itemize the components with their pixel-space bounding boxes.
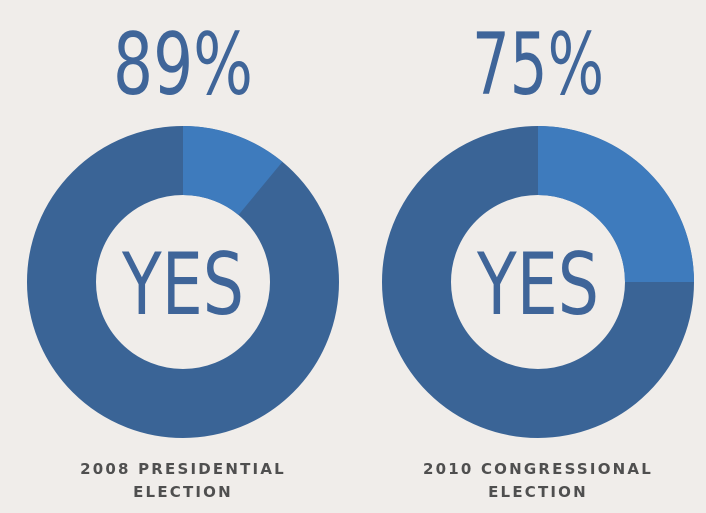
headline-percentage: 89% (23, 6, 343, 102)
donut-chart-2008: 89% YES 2008 PRESIDENTIAL ELECTION (23, 0, 343, 513)
donut-ring (382, 126, 694, 438)
chart-caption: 2010 CONGRESSIONAL ELECTION (378, 458, 698, 504)
caption-line-1: 2010 CONGRESSIONAL (423, 460, 653, 478)
headline-percentage-text: 75% (472, 15, 604, 102)
slice-other (183, 126, 283, 215)
center-label: YES (103, 210, 263, 322)
donut-chart-2010: 75% YES 2010 CONGRESSIONAL ELECTION (378, 0, 698, 513)
headline-percentage: 75% (378, 6, 698, 102)
center-label-text: YES (476, 235, 599, 322)
chart-caption: 2008 PRESIDENTIAL ELECTION (23, 458, 343, 504)
caption-line-2: ELECTION (488, 483, 588, 501)
caption-line-2: ELECTION (133, 483, 233, 501)
slice-other (538, 126, 694, 282)
donut-ring (27, 126, 339, 438)
center-label-text: YES (121, 235, 244, 322)
center-label: YES (458, 210, 618, 322)
caption-line-1: 2008 PRESIDENTIAL (80, 460, 286, 478)
headline-percentage-text: 89% (113, 15, 253, 102)
